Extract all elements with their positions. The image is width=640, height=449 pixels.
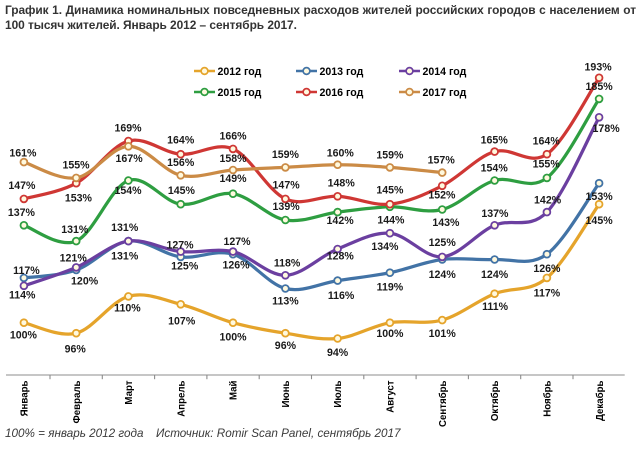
svg-text:2012 год: 2012 год bbox=[218, 66, 262, 78]
svg-text:2014 год: 2014 год bbox=[423, 66, 467, 78]
svg-text:Апрель: Апрель bbox=[176, 380, 187, 416]
svg-text:Январь: Январь bbox=[20, 380, 31, 416]
svg-text:110%: 110% bbox=[114, 302, 141, 314]
svg-text:142%: 142% bbox=[327, 215, 355, 227]
svg-text:148%: 148% bbox=[328, 178, 356, 190]
svg-text:124%: 124% bbox=[429, 269, 457, 281]
svg-text:156%: 156% bbox=[167, 157, 195, 169]
svg-text:147%: 147% bbox=[273, 179, 301, 191]
svg-text:142%: 142% bbox=[534, 194, 562, 206]
svg-text:164%: 164% bbox=[533, 136, 561, 148]
svg-text:Октябрь: Октябрь bbox=[490, 380, 501, 421]
svg-text:166%: 166% bbox=[219, 130, 247, 142]
svg-text:119%: 119% bbox=[377, 282, 404, 294]
svg-text:131%: 131% bbox=[111, 222, 139, 234]
svg-text:124%: 124% bbox=[481, 269, 509, 281]
svg-text:160%: 160% bbox=[327, 147, 355, 159]
svg-text:185%: 185% bbox=[586, 81, 614, 93]
svg-text:Сентябрь: Сентябрь bbox=[438, 380, 449, 427]
svg-text:139%: 139% bbox=[273, 201, 301, 213]
svg-text:128%: 128% bbox=[327, 251, 355, 263]
svg-text:2017 год: 2017 год bbox=[423, 87, 467, 99]
svg-text:101%: 101% bbox=[429, 328, 457, 340]
svg-text:Декабрь: Декабрь bbox=[595, 380, 606, 421]
svg-text:159%: 159% bbox=[376, 149, 404, 161]
svg-text:121%: 121% bbox=[60, 252, 88, 264]
svg-text:131%: 131% bbox=[111, 251, 139, 263]
svg-text:137%: 137% bbox=[481, 208, 509, 220]
svg-text:125%: 125% bbox=[429, 237, 457, 249]
svg-text:Июль: Июль bbox=[333, 380, 344, 407]
svg-text:127%: 127% bbox=[223, 236, 251, 248]
svg-text:143%: 143% bbox=[432, 217, 460, 229]
svg-text:114%: 114% bbox=[9, 290, 36, 302]
svg-text:116%: 116% bbox=[328, 290, 355, 302]
svg-text:144%: 144% bbox=[377, 215, 405, 227]
svg-text:Ноябрь: Ноябрь bbox=[543, 380, 554, 416]
svg-text:164%: 164% bbox=[167, 134, 195, 146]
svg-text:100%: 100% bbox=[219, 332, 247, 344]
svg-text:165%: 165% bbox=[481, 134, 509, 146]
svg-text:100%: 100% bbox=[376, 328, 404, 340]
svg-text:117%: 117% bbox=[13, 265, 40, 277]
svg-text:126%: 126% bbox=[533, 263, 561, 275]
svg-text:152%: 152% bbox=[428, 189, 456, 201]
svg-text:154%: 154% bbox=[114, 185, 142, 197]
svg-text:96%: 96% bbox=[275, 340, 297, 352]
svg-text:153%: 153% bbox=[65, 192, 93, 204]
svg-text:149%: 149% bbox=[219, 173, 247, 185]
svg-text:178%: 178% bbox=[593, 123, 621, 135]
svg-text:167%: 167% bbox=[116, 153, 144, 165]
svg-text:2013 год: 2013 год bbox=[320, 66, 364, 78]
svg-text:Июнь: Июнь bbox=[281, 380, 292, 407]
svg-text:Май: Май bbox=[229, 380, 240, 400]
svg-text:153%: 153% bbox=[586, 191, 614, 203]
svg-text:134%: 134% bbox=[371, 241, 399, 253]
svg-text:Август: Август bbox=[386, 380, 397, 413]
svg-text:117%: 117% bbox=[534, 287, 561, 299]
svg-text:2015 год: 2015 год bbox=[218, 87, 262, 99]
svg-text:145%: 145% bbox=[376, 185, 404, 197]
svg-text:147%: 147% bbox=[8, 180, 36, 192]
svg-text:Февраль: Февраль bbox=[72, 380, 83, 423]
svg-text:137%: 137% bbox=[8, 207, 36, 219]
svg-text:127%: 127% bbox=[166, 240, 194, 252]
svg-text:159%: 159% bbox=[272, 149, 300, 161]
svg-text:145%: 145% bbox=[168, 185, 196, 197]
svg-text:154%: 154% bbox=[481, 162, 509, 174]
svg-text:Март: Март bbox=[124, 380, 135, 404]
svg-text:158%: 158% bbox=[219, 153, 247, 165]
svg-text:155%: 155% bbox=[62, 159, 90, 171]
svg-text:111%: 111% bbox=[482, 301, 509, 313]
svg-text:100%: 100% bbox=[10, 329, 38, 341]
svg-text:193%: 193% bbox=[585, 62, 613, 74]
svg-text:2016 год: 2016 год bbox=[320, 87, 364, 99]
svg-text:131%: 131% bbox=[61, 224, 89, 236]
svg-text:125%: 125% bbox=[171, 261, 199, 273]
svg-text:145%: 145% bbox=[586, 215, 614, 227]
svg-text:126%: 126% bbox=[222, 259, 250, 271]
svg-text:107%: 107% bbox=[168, 316, 196, 328]
svg-text:113%: 113% bbox=[272, 295, 299, 307]
svg-text:96%: 96% bbox=[65, 343, 87, 355]
svg-text:94%: 94% bbox=[327, 347, 349, 359]
svg-text:155%: 155% bbox=[533, 158, 561, 170]
svg-text:118%: 118% bbox=[274, 258, 301, 270]
svg-text:120%: 120% bbox=[71, 275, 99, 287]
svg-text:157%: 157% bbox=[428, 155, 456, 167]
svg-text:161%: 161% bbox=[9, 147, 37, 159]
svg-text:169%: 169% bbox=[114, 123, 142, 135]
